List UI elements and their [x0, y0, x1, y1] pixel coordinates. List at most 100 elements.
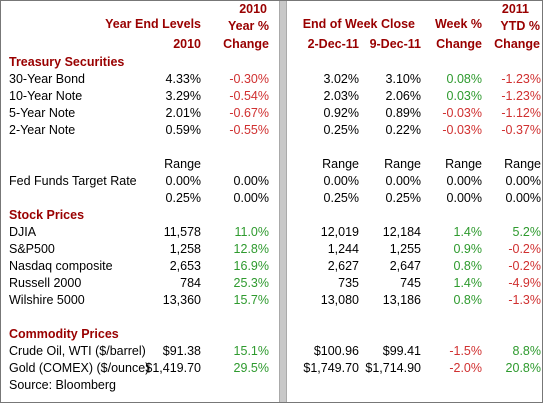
row-label: S&P500 — [9, 242, 55, 256]
row-label: Fed Funds Target Rate — [9, 174, 137, 188]
row-label: Russell 2000 — [9, 276, 82, 290]
cell: 5.2% — [512, 225, 542, 239]
cell: 20.8% — [505, 361, 541, 375]
cell: 735 — [338, 276, 359, 290]
cell: 2,653 — [169, 259, 201, 273]
cell: 2.06% — [385, 89, 421, 103]
header: 2010 — [239, 2, 267, 16]
cell: 12.8% — [233, 242, 269, 256]
cell: 13,080 — [320, 293, 359, 307]
column-separator — [279, 1, 287, 402]
cell: -0.03% — [442, 123, 482, 137]
cell: 13,360 — [162, 293, 201, 307]
cell: -0.03% — [442, 106, 482, 120]
cell: -1.12% — [501, 106, 541, 120]
cell: 0.00% — [233, 174, 269, 188]
cell: Range — [504, 157, 541, 171]
cell: 3.02% — [323, 72, 359, 86]
cell: 0.8% — [453, 259, 483, 273]
header: Change — [494, 37, 540, 51]
cell: 0.00% — [505, 174, 541, 188]
header: Change — [436, 37, 482, 51]
cell: 4.33% — [165, 72, 201, 86]
cell: 3.29% — [165, 89, 201, 103]
cell: 11,578 — [163, 225, 201, 239]
cell: 2,627 — [327, 259, 359, 273]
cell: 0.00% — [446, 174, 482, 188]
cell: 0.25% — [323, 123, 359, 137]
cell: 2,647 — [389, 259, 421, 273]
header: 2-Dec-11 — [307, 37, 359, 51]
cell: 0.00% — [233, 191, 269, 205]
cell: -2.0% — [449, 361, 482, 375]
cell: 0.25% — [165, 191, 201, 205]
cell: 2.03% — [323, 89, 359, 103]
cell: -1.23% — [501, 72, 541, 86]
cell: 0.00% — [165, 174, 201, 188]
header: 9-Dec-11 — [369, 37, 421, 51]
cell: -0.2% — [508, 259, 541, 273]
cell: 0.03% — [446, 89, 482, 103]
row-label: DJIA — [9, 225, 37, 239]
cell: 15.7% — [233, 293, 269, 307]
cell: 0.00% — [446, 191, 482, 205]
header: Week % — [434, 17, 482, 31]
cell: -0.37% — [501, 123, 541, 137]
cell: 0.89% — [385, 106, 421, 120]
header: End of Week Close — [302, 17, 415, 31]
cell: 1,244 — [327, 242, 359, 256]
header: Year End Levels — [105, 17, 201, 31]
cell: -0.30% — [229, 72, 269, 86]
section-title: Treasury Securities — [9, 55, 125, 69]
header: YTD % — [500, 19, 540, 33]
cell: 0.8% — [453, 293, 483, 307]
cell: 2.01% — [165, 106, 201, 120]
section-title: Stock Prices — [9, 208, 85, 222]
cell: -0.54% — [229, 89, 269, 103]
row-label: Wilshire 5000 — [9, 293, 85, 307]
row-label: 5-Year Note — [9, 106, 76, 120]
cell: -0.2% — [508, 242, 541, 256]
cell: 0.25% — [385, 191, 421, 205]
header: 2010 — [173, 37, 201, 51]
cell: 0.00% — [385, 174, 421, 188]
section-title: Commodity Prices — [9, 327, 119, 341]
row-label: 30-Year Bond — [9, 72, 85, 86]
cell: $100.96 — [313, 344, 359, 358]
cell: 3.10% — [385, 72, 421, 86]
row-label: 10-Year Note — [9, 89, 83, 103]
cell: Range — [445, 157, 482, 171]
cell: 0.22% — [385, 123, 421, 137]
header: Year % — [227, 19, 269, 33]
cell: 8.8% — [512, 344, 542, 358]
cell: 0.00% — [505, 191, 541, 205]
cell: 11.0% — [234, 225, 269, 239]
cell: 0.92% — [323, 106, 359, 120]
cell: -1.23% — [501, 89, 541, 103]
cell: $1,419.70 — [145, 361, 201, 375]
cell: $1,714.90 — [365, 361, 421, 375]
cell: 13,186 — [382, 293, 421, 307]
cell: 12,019 — [320, 225, 359, 239]
source-note: Source: Bloomberg — [9, 378, 117, 392]
cell: 1.4% — [453, 225, 483, 239]
cell: -0.55% — [229, 123, 269, 137]
row-label: 2-Year Note — [9, 123, 76, 137]
row-label: Crude Oil, WTI ($/barrel) — [9, 344, 146, 358]
cell: Range — [384, 157, 421, 171]
cell: 16.9% — [233, 259, 269, 273]
cell: Range — [322, 157, 359, 171]
cell: 1,255 — [389, 242, 421, 256]
row-label: Nasdaq composite — [9, 259, 113, 273]
cell: $91.38 — [162, 344, 201, 358]
row-label: Gold (COMEX) ($/ounce) — [9, 361, 150, 375]
cell: 0.25% — [323, 191, 359, 205]
header: 2011 — [501, 2, 529, 16]
cell: -0.67% — [229, 106, 269, 120]
cell: $99.41 — [382, 344, 421, 358]
cell: 1,258 — [169, 242, 201, 256]
cell: 0.9% — [453, 242, 483, 256]
cell: 0.59% — [165, 123, 201, 137]
cell: -4.9% — [508, 276, 541, 290]
